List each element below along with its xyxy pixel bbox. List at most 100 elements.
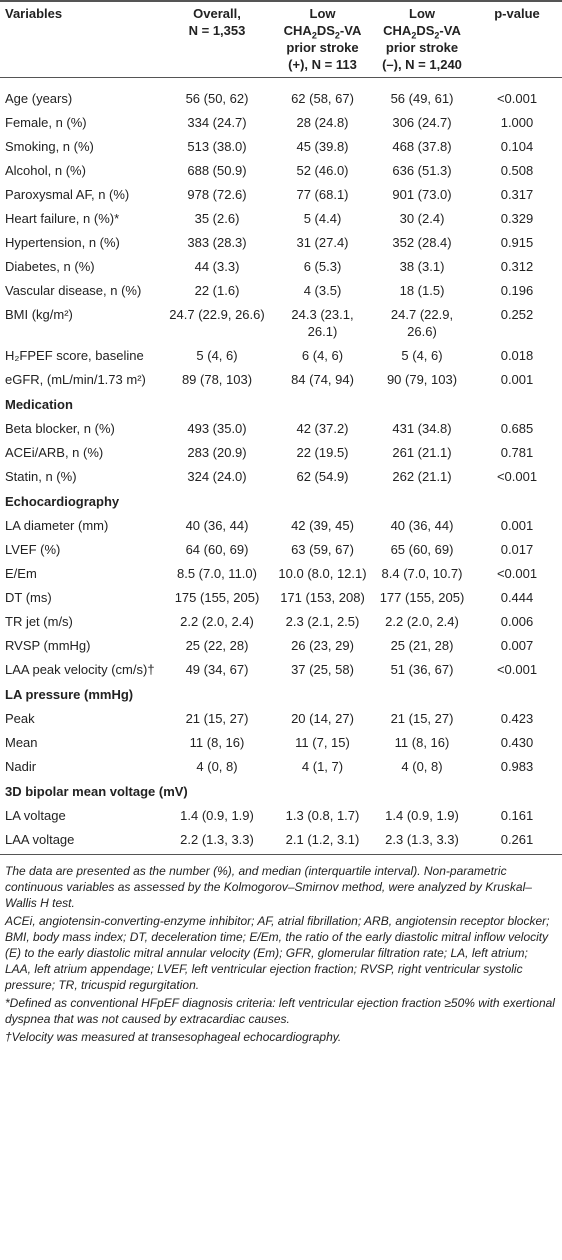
cell-pos: 22 (19.5) — [296, 445, 349, 460]
table-row: Female, n (%) 334 (24.7) 28 (24.8) 306 (24.… — [0, 111, 562, 135]
cell-overall: 49 (34, 67) — [185, 662, 249, 677]
characteristics-table: Variables Overall, N = 1,353 Low CHA2DS2-… — [0, 0, 562, 855]
row-label: LAA voltage — [0, 828, 161, 855]
cell-pvalue: 0.781 — [500, 445, 534, 460]
cell-pvalue: <0.001 — [496, 91, 538, 106]
cell-neg: 90 (79, 103) — [386, 372, 458, 387]
header-prior-stroke-neg: Low CHA2DS2-VA prior stroke (–), N = 1,2… — [372, 0, 472, 78]
table-row: DT (ms) 175 (155, 205) 171 (153, 208) 177 (… — [0, 586, 562, 610]
cell-pos: 6 (5.3) — [303, 259, 342, 274]
cell-pos: 62 (54.9) — [296, 469, 349, 484]
cell-overall: 978 (72.6) — [187, 187, 247, 202]
row-label: Hypertension, n (%) — [5, 235, 120, 250]
cell-pvalue: 0.430 — [500, 735, 534, 750]
cell-overall: 44 (3.3) — [194, 259, 240, 274]
cell-neg: 51 (36, 67) — [390, 662, 454, 677]
section-heading: LA pressure (mmHg) — [5, 687, 134, 702]
table-row: Age (years) 56 (50, 62) 62 (58, 67) 56 (49,… — [0, 78, 562, 112]
cell-neg: 636 (51.3) — [392, 163, 452, 178]
row-label: Alcohol, n (%) — [5, 163, 86, 178]
cell-pos: 63 (59, 67) — [291, 542, 354, 557]
cell-pvalue: 0.685 — [500, 421, 534, 436]
cell-overall: 24.7 (22.9, 26.6) — [169, 307, 265, 322]
table-row: H₂FPEF score, baseline 5 (4, 6) 6 (4, 6) 5 … — [0, 344, 562, 368]
row-label: Smoking, n (%) — [5, 139, 94, 154]
cell-overall: 283 (20.9) — [187, 445, 247, 460]
table-row: LAA voltage 2.2 (1.3, 3.3) 2.1 (1.2, 3.1) 2… — [0, 828, 562, 855]
cell-pvalue: <0.001 — [496, 469, 538, 484]
header-variables: Variables — [0, 0, 161, 78]
header-row: Variables Overall, N = 1,353 Low CHA2DS2-… — [0, 0, 562, 78]
cell-overall: 4 (0, 8) — [196, 759, 238, 774]
cell-pvalue: 0.161 — [500, 808, 534, 823]
footnote-data-presentation: The data are presented as the number (%)… — [5, 864, 532, 910]
table-footnotes: The data are presented as the number (%)… — [0, 855, 562, 1045]
cell-overall: 513 (38.0) — [187, 139, 247, 154]
cell-pos: 10.0 (8.0, 12.1) — [278, 566, 367, 581]
cell-pvalue: 0.001 — [500, 372, 534, 387]
footnote-abbreviations: ACEi, angiotensin-converting-enzyme inhi… — [5, 914, 550, 992]
cell-pvalue: <0.001 — [496, 566, 538, 581]
cell-overall: 89 (78, 103) — [181, 372, 253, 387]
cell-neg: 901 (73.0) — [392, 187, 452, 202]
table-row: Statin, n (%) 324 (24.0) 62 (54.9) 262 (21.… — [0, 465, 562, 489]
table-row: Paroxysmal AF, n (%) 978 (72.6) 77 (68.1) 9… — [0, 183, 562, 207]
table-row: RVSP (mmHg) 25 (22, 28) 26 (23, 29) 25 (21,… — [0, 634, 562, 658]
cell-pos: 62 (58, 67) — [291, 91, 354, 106]
cell-pvalue: 0.261 — [472, 828, 562, 855]
cell-overall: 2.2 (1.3, 3.3) — [161, 828, 273, 855]
cell-pos: 20 (14, 27) — [291, 711, 354, 726]
section-heading: 3D bipolar mean voltage (mV) — [5, 784, 188, 799]
cell-neg: 262 (21.1) — [392, 469, 452, 484]
cell-overall: 175 (155, 205) — [174, 590, 260, 605]
cell-pvalue: 0.196 — [500, 283, 534, 298]
cell-neg: 24.7 (22.9, 26.6) — [390, 307, 454, 339]
cell-overall: 11 (8, 16) — [189, 735, 245, 750]
row-label: LAA peak velocity (cm/s)† — [5, 662, 155, 677]
table-row: E/Em 8.5 (7.0, 11.0) 10.0 (8.0, 12.1) 8.4 (… — [0, 562, 562, 586]
cell-pvalue: 0.104 — [500, 139, 534, 154]
cell-overall: 324 (24.0) — [187, 469, 247, 484]
cell-pos: 31 (27.4) — [296, 235, 349, 250]
cell-pos: 28 (24.8) — [296, 115, 349, 130]
cell-pvalue: 0.001 — [500, 518, 534, 533]
row-label: Heart failure, n (%)* — [5, 211, 120, 226]
cell-neg: 30 (2.4) — [399, 211, 445, 226]
row-label: eGFR, (mL/min/1.73 m²) — [5, 372, 146, 387]
cell-neg: 2.2 (2.0, 2.4) — [385, 614, 459, 629]
table-row: Beta blocker, n (%) 493 (35.0) 42 (37.2) 43… — [0, 417, 562, 441]
table-row: BMI (kg/m²) 24.7 (22.9, 26.6) 24.3 (23.1, … — [0, 303, 562, 344]
cell-neg: 25 (21, 28) — [390, 638, 454, 653]
header-prior-stroke-pos: Low CHA2DS2-VA prior stroke (+), N = 113 — [273, 0, 372, 78]
cell-pos: 2.1 (1.2, 3.1) — [273, 828, 372, 855]
cell-overall: 5 (4, 6) — [196, 348, 238, 363]
table-row: Hypertension, n (%) 383 (28.3) 31 (27.4) 35… — [0, 231, 562, 255]
table-row: Mean 11 (8, 16) 11 (7, 15) 11 (8, 16) 0.430 — [0, 731, 562, 755]
cell-neg: 18 (1.5) — [399, 283, 445, 298]
table-body: Age (years) 56 (50, 62) 62 (58, 67) 56 (49,… — [0, 78, 562, 855]
cell-neg: 431 (34.8) — [392, 421, 452, 436]
cell-pvalue: 0.018 — [500, 348, 534, 363]
cell-neg: 5 (4, 6) — [401, 348, 443, 363]
cell-overall: 2.2 (2.0, 2.4) — [180, 614, 254, 629]
cell-pvalue: 0.007 — [500, 638, 534, 653]
row-label: LVEF (%) — [5, 542, 61, 557]
cell-overall: 688 (50.9) — [187, 163, 247, 178]
cell-overall: 21 (15, 27) — [185, 711, 249, 726]
cell-pos: 42 (39, 45) — [291, 518, 354, 533]
section-heading: Echocardiography — [5, 494, 120, 509]
table-row: LAA peak velocity (cm/s)† 49 (34, 67) 37 (… — [0, 658, 562, 682]
cell-pvalue: 0.508 — [500, 163, 534, 178]
footnote-velocity: †Velocity was measured at transesophagea… — [5, 1030, 342, 1044]
cell-neg: 2.3 (1.3, 3.3) — [372, 828, 472, 855]
row-label: RVSP (mmHg) — [5, 638, 91, 653]
row-label: Female, n (%) — [5, 115, 87, 130]
cell-overall: 56 (50, 62) — [185, 91, 249, 106]
cell-pvalue: 0.423 — [500, 711, 534, 726]
cell-overall: 334 (24.7) — [187, 115, 247, 130]
cell-pvalue: 0.312 — [500, 259, 534, 274]
cell-pos: 11 (7, 15) — [295, 735, 350, 750]
cell-pvalue: 1.000 — [500, 115, 534, 130]
row-label: DT (ms) — [5, 590, 52, 605]
cell-neg: 65 (60, 69) — [390, 542, 454, 557]
